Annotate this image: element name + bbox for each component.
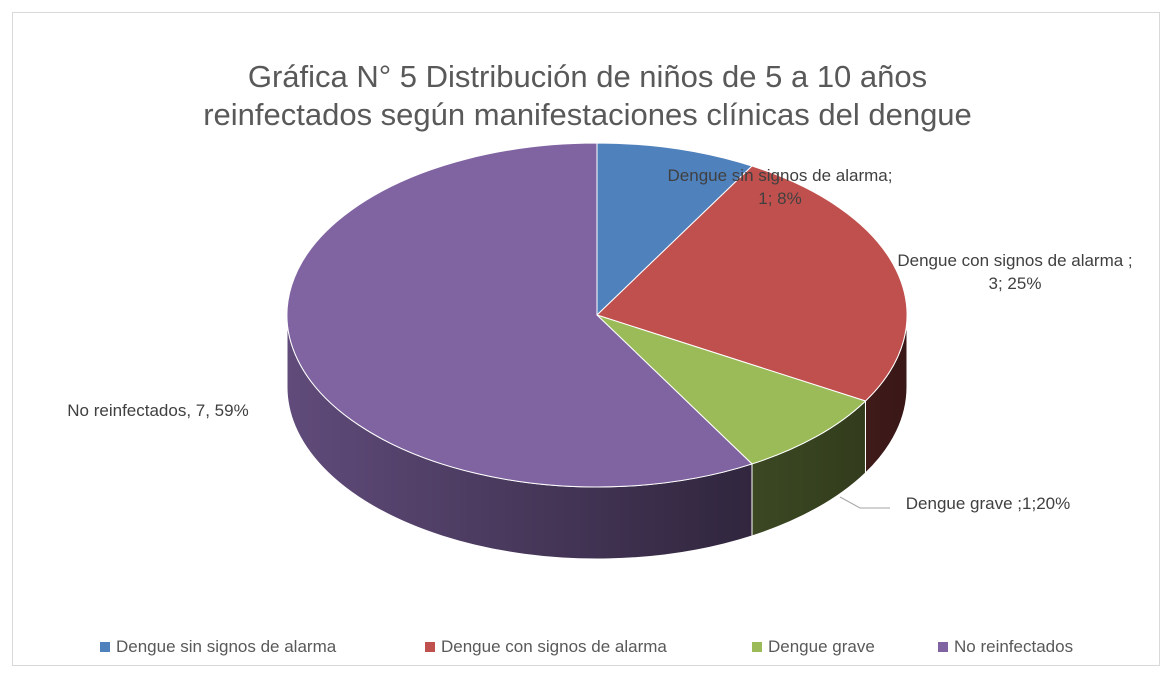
data-label: Dengue sin signos de alarma; 1; 8% (667, 166, 893, 208)
slice (596, 165, 908, 402)
legend-label: Dengue con signos de alarma (441, 637, 667, 656)
data-label: Dengue grave ;1;20% (905, 494, 1071, 513)
chart-border (12, 12, 1160, 666)
legend-label: Dengue sin signos de alarma (116, 637, 337, 656)
chart-title: Gráfica N° 5 Distribución de niños de 5 … (247, 59, 928, 94)
legend-marker (100, 642, 110, 652)
chart-title: reinfectados según manifestaciones clíni… (203, 97, 972, 132)
slice (286, 142, 753, 488)
legend-item: Dengue con signos de alarma (425, 637, 667, 657)
slice (596, 142, 753, 317)
legend-label: No reinfectados (954, 637, 1074, 656)
legend-marker (938, 642, 948, 652)
legend-item: No reinfectados (938, 637, 1073, 657)
slice (596, 314, 867, 465)
legend-label: Dengue grave (768, 637, 875, 656)
legend-item: Dengue grave (752, 637, 875, 657)
data-label: Dengue con signos de alarma ; 3; 25% (897, 251, 1133, 293)
legend-marker (752, 642, 762, 652)
legend-item: Dengue sin signos de alarma (100, 637, 336, 657)
leader-line (839, 496, 890, 509)
data-label: No reinfectados, 7, 59% (67, 401, 249, 420)
legend-marker (425, 642, 435, 652)
